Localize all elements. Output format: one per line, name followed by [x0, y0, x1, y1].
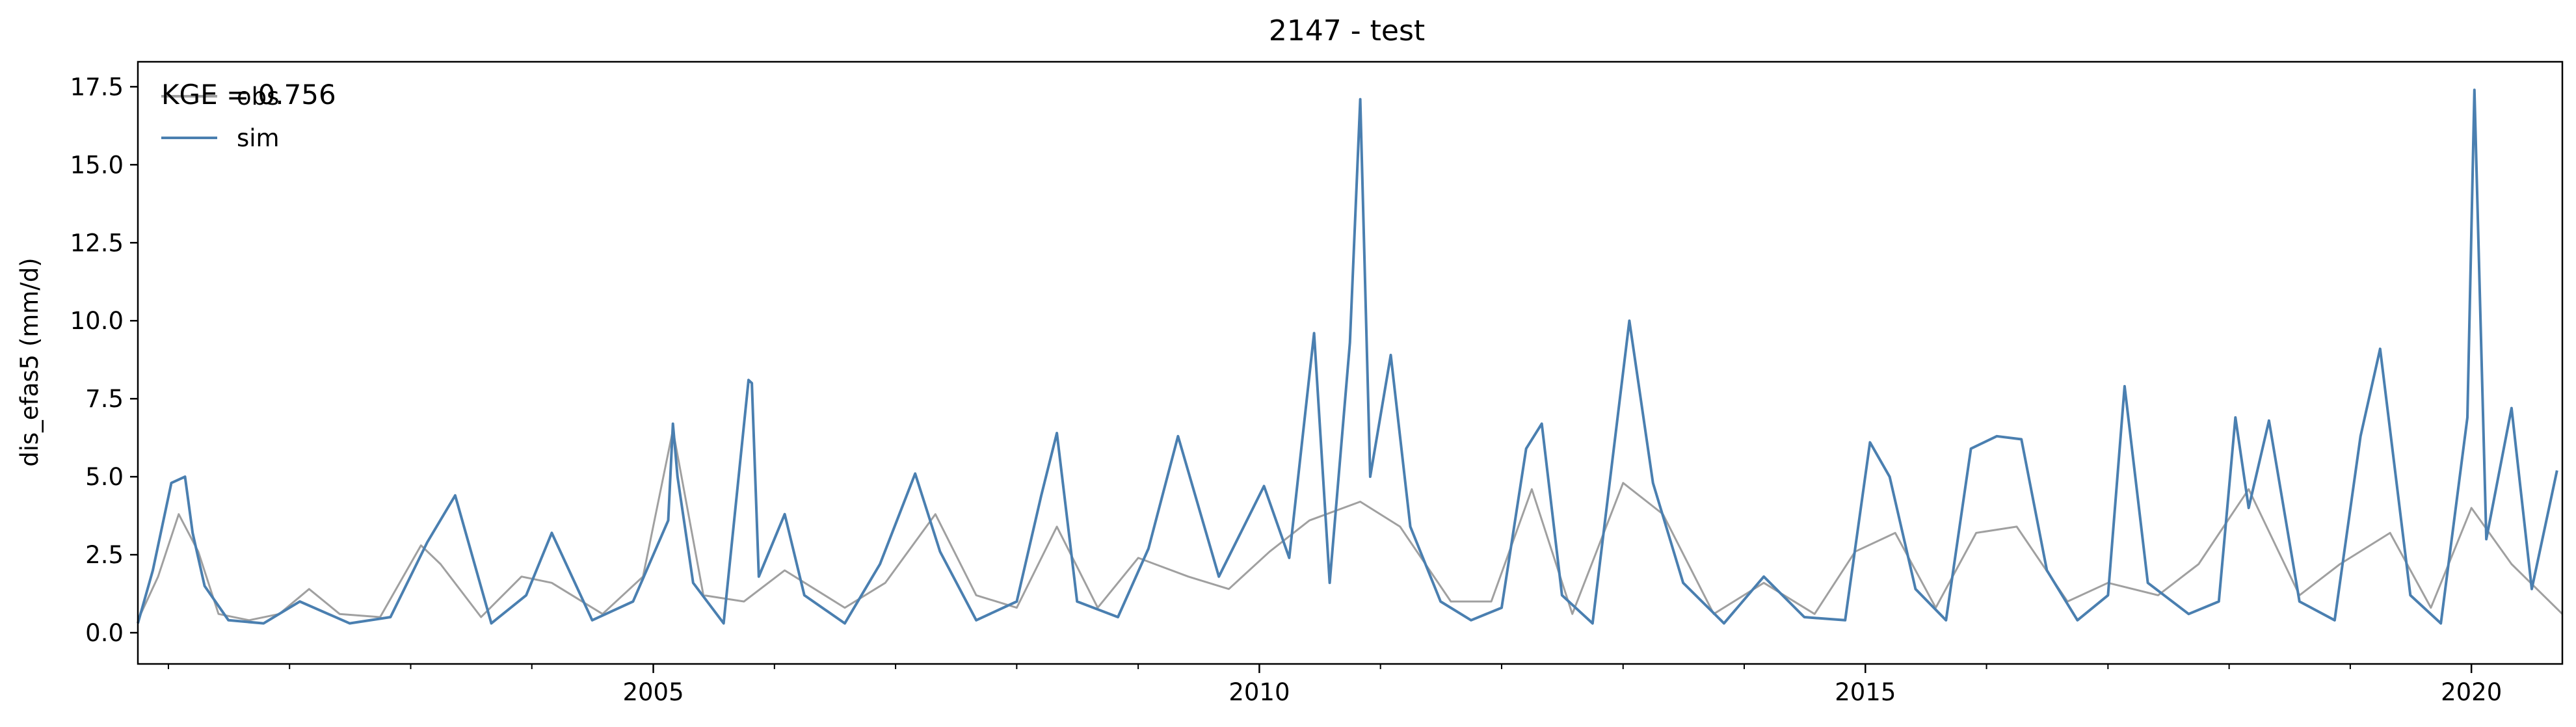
x-tick-label: 2010	[1228, 678, 1290, 706]
chart-title: 2147 - test	[1269, 14, 1425, 47]
legend: obs sim	[161, 83, 280, 152]
y-tick-label: 5.0	[85, 463, 124, 491]
series-line-sim	[137, 88, 2558, 625]
x-tick-label: 2015	[1835, 678, 1896, 706]
x-axis-ticks: 2005 2010 2015 2020	[167, 664, 2502, 706]
x-tick-label: 2005	[622, 678, 684, 706]
y-axis-label: dis_efas5 (mm/d)	[16, 258, 44, 467]
y-tick-label: 17.5	[70, 73, 124, 101]
y-tick-label: 2.5	[85, 541, 124, 569]
y-axis-ticks: 0.0 2.5 5.0 7.5 10.0 12.5 15.0 17.5	[70, 73, 138, 647]
y-tick-label: 7.5	[85, 385, 124, 413]
series-layer	[137, 88, 2564, 625]
y-tick-label: 10.0	[70, 307, 124, 335]
x-tick-label: 2020	[2441, 678, 2502, 706]
y-tick-label: 12.5	[70, 229, 124, 257]
legend-label-sim: sim	[237, 124, 280, 152]
y-tick-label: 15.0	[70, 151, 124, 179]
kge-annotation: KGE = 0.756	[161, 79, 336, 111]
legend-label-obs: obs	[237, 83, 279, 111]
y-tick-label: 0.0	[85, 619, 124, 647]
plot-frame	[137, 60, 2564, 665]
